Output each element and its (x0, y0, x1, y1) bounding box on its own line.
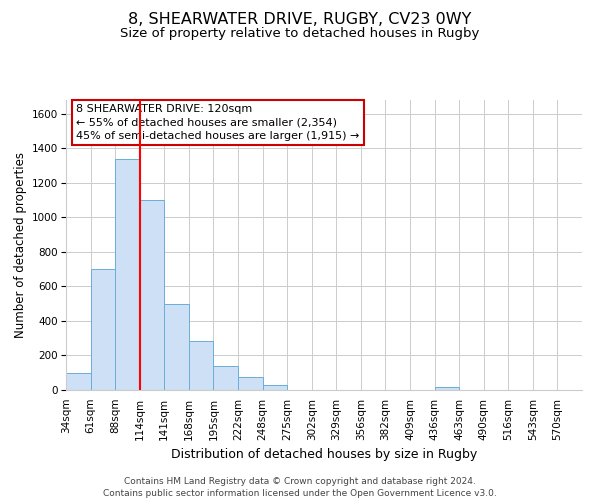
Bar (214, 366, 238, 390)
Bar (238, 377, 263, 390)
Bar (115, 158, 140, 390)
Bar (164, 304, 189, 390)
Bar (140, 200, 164, 390)
Bar (66, 372, 91, 390)
Text: 8, SHEARWATER DRIVE, RUGBY, CV23 0WY: 8, SHEARWATER DRIVE, RUGBY, CV23 0WY (128, 12, 472, 28)
Bar (91, 269, 115, 390)
Text: Contains HM Land Registry data © Crown copyright and database right 2024.
Contai: Contains HM Land Registry data © Crown c… (103, 476, 497, 498)
Bar (189, 341, 214, 390)
X-axis label: Distribution of detached houses by size in Rugby: Distribution of detached houses by size … (171, 448, 477, 461)
Bar (263, 385, 287, 390)
Y-axis label: Number of detached properties: Number of detached properties (14, 152, 26, 338)
Text: 8 SHEARWATER DRIVE: 120sqm
← 55% of detached houses are smaller (2,354)
45% of s: 8 SHEARWATER DRIVE: 120sqm ← 55% of deta… (76, 104, 359, 141)
Text: Size of property relative to detached houses in Rugby: Size of property relative to detached ho… (121, 28, 479, 40)
Bar (434, 386, 459, 390)
